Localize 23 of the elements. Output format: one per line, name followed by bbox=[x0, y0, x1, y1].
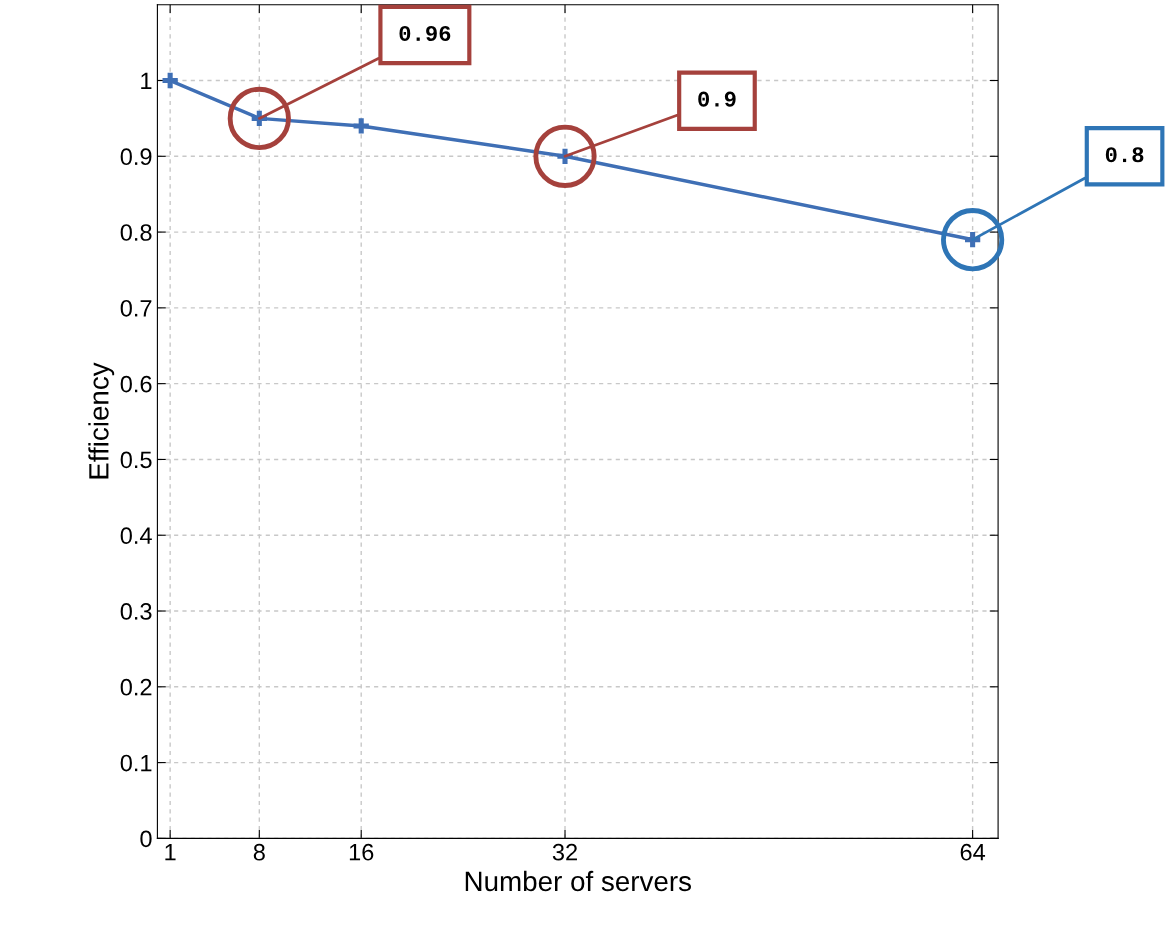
x-tick-label: 1 bbox=[165, 844, 176, 861]
y-tick-label: 0.7 bbox=[120, 299, 152, 317]
y-axis-title: Efficiency bbox=[88, 362, 115, 479]
y-tick-label: 0.2 bbox=[120, 678, 152, 696]
y-tick-label: 0 bbox=[140, 830, 152, 848]
point bbox=[162, 72, 178, 89]
y-tick-label: 0.8 bbox=[120, 224, 152, 241]
x-tick-label: 32 bbox=[552, 843, 577, 861]
x-tick-label: 16 bbox=[349, 843, 374, 861]
annotation: 0.9 bbox=[698, 91, 736, 107]
y-tick-label: 0.1 bbox=[120, 754, 152, 772]
y-tick-label: 0.3 bbox=[120, 603, 152, 620]
point bbox=[353, 118, 369, 134]
annotation: 0.8 bbox=[1105, 147, 1144, 163]
y-tick-label: 0.5 bbox=[120, 451, 152, 469]
x-tick-label: 8 bbox=[253, 843, 265, 861]
x-axis-title: Number of servers bbox=[465, 870, 691, 892]
y-tick-label: 0.9 bbox=[120, 148, 152, 166]
y-tick-label: 0.4 bbox=[120, 527, 152, 545]
y-tick-label: 0.6 bbox=[120, 375, 152, 393]
annotation: 0.96 bbox=[399, 25, 451, 42]
x-tick-label: 64 bbox=[960, 843, 986, 861]
y-tick-label: 1 bbox=[141, 72, 152, 90]
